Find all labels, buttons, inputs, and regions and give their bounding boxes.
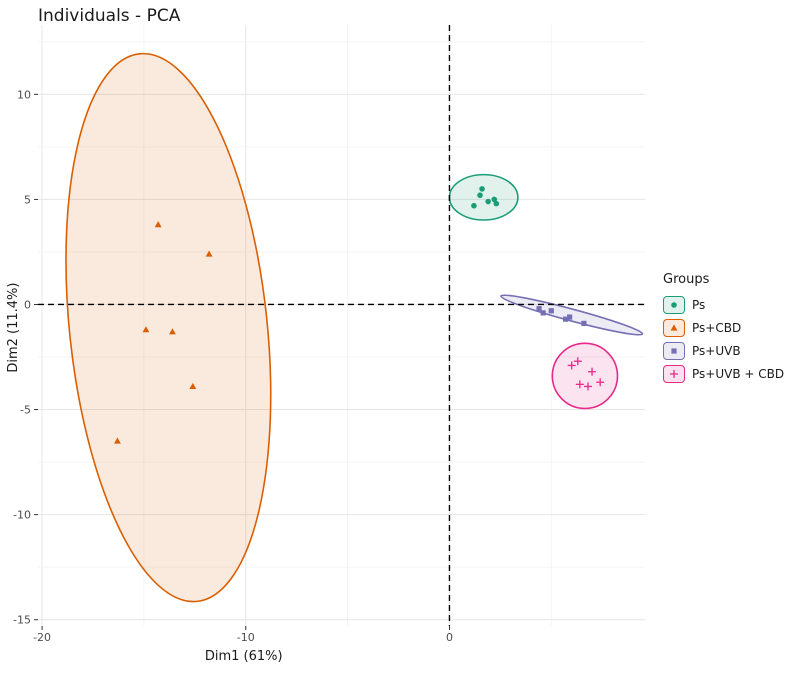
data-point <box>575 380 584 389</box>
data-point <box>540 310 546 316</box>
data-point <box>154 221 162 228</box>
chart-title: Individuals - PCA <box>38 6 181 26</box>
data-point <box>477 192 483 199</box>
data-point <box>485 198 491 205</box>
data-point <box>479 186 485 192</box>
x-tick-label: -10 <box>237 631 255 644</box>
data-point <box>142 326 150 333</box>
data-point <box>567 314 573 320</box>
y-tick-label: 5 <box>24 193 31 206</box>
legend-key-triangle-icon <box>663 318 685 337</box>
y-tick-label: 0 <box>24 298 31 311</box>
data-point <box>189 382 197 390</box>
data-point <box>567 361 576 370</box>
legend-label: Ps+UVB + CBD <box>692 366 785 381</box>
y-axis-ticks: -15 -10 -5 0 5 10 <box>13 88 38 627</box>
legend-key-circle-icon <box>663 295 685 314</box>
data-points <box>114 186 605 444</box>
y-tick-label: -15 <box>13 614 31 627</box>
data-point <box>491 196 498 203</box>
data-point <box>169 328 176 335</box>
data-point <box>573 357 582 366</box>
legend-item: Ps <box>663 293 784 316</box>
legend-item: Ps+UVB <box>663 339 784 362</box>
data-point <box>583 382 592 391</box>
data-point <box>471 202 477 209</box>
data-point <box>536 306 542 312</box>
ellipse-ps-cbd <box>65 52 272 603</box>
y-axis-label: Dim2 (11.4%) <box>6 283 21 373</box>
legend-label: Ps+CBD <box>692 320 742 335</box>
y-tick-label: -10 <box>13 509 31 522</box>
legend-key-plus-icon <box>663 364 685 383</box>
data-point <box>588 367 597 376</box>
legend-label: Ps <box>692 297 706 312</box>
x-tick-label: 0 <box>446 631 453 644</box>
data-point <box>205 250 213 257</box>
confidence-ellipses <box>65 52 644 603</box>
x-axis-ticks: -20 -10 0 <box>33 626 453 644</box>
legend: Groups Ps Ps+CBD Ps+UVB Ps+UVB + CBD <box>663 272 784 385</box>
x-tick-label: -20 <box>33 631 51 644</box>
legend-key-square-icon <box>663 341 685 360</box>
data-point <box>562 316 569 322</box>
ellipse-ps <box>448 173 519 221</box>
legend-marker <box>671 301 677 308</box>
legend-item: Ps+UVB + CBD <box>663 362 784 385</box>
legend-items: Ps Ps+CBD Ps+UVB Ps+UVB + CBD <box>663 293 784 385</box>
legend-marker <box>670 323 678 331</box>
data-point <box>493 200 500 207</box>
data-point <box>114 437 121 444</box>
y-tick-label: -5 <box>20 404 31 417</box>
data-point <box>548 308 554 314</box>
legend-marker <box>671 347 677 354</box>
legend-marker <box>670 369 678 378</box>
legend-label: Ps+UVB <box>692 343 741 358</box>
data-point <box>596 378 605 387</box>
data-point <box>581 320 587 326</box>
reference-lines <box>38 25 645 626</box>
legend-title: Groups <box>663 272 710 287</box>
ellipse-ps-uvb-cbd <box>551 342 619 410</box>
y-tick-label: 10 <box>17 88 31 101</box>
legend-item: Ps+CBD <box>663 316 784 339</box>
x-axis-label: Dim1 (61%) <box>205 649 283 664</box>
